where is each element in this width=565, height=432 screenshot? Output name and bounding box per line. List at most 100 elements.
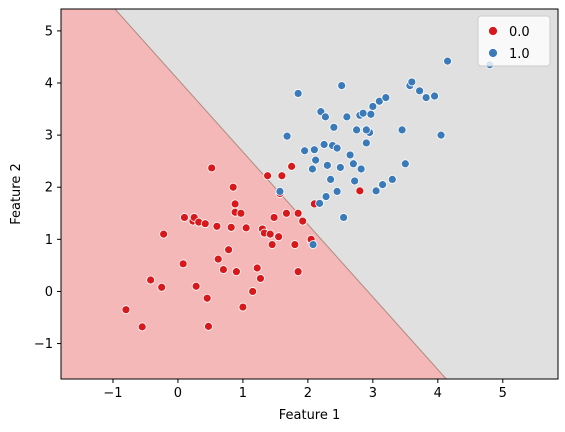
data-point-class-1 <box>326 175 336 184</box>
data-point-class-1 <box>387 175 397 184</box>
y-tick-label: 5 <box>45 24 53 39</box>
x-tick-label: 0 <box>174 386 182 401</box>
data-point-class-1 <box>322 160 332 170</box>
data-point-class-0 <box>248 287 258 296</box>
data-point-class-0 <box>204 321 213 331</box>
legend-label-class-1: 1.0 <box>509 47 530 62</box>
data-point-class-1 <box>368 102 378 111</box>
data-point-class-0 <box>252 263 262 273</box>
y-axis-label: Feature 2 <box>9 163 24 225</box>
data-point-class-0 <box>228 182 238 192</box>
y-tick-label: −1 <box>34 337 53 352</box>
data-point-class-0 <box>230 199 240 209</box>
data-point-class-1 <box>407 77 417 87</box>
data-point-class-1 <box>329 122 339 132</box>
data-point-class-1 <box>342 112 352 122</box>
data-point-class-1 <box>350 176 360 186</box>
plot-frame <box>60 8 559 380</box>
data-point-class-0 <box>212 221 222 231</box>
data-point-class-0 <box>121 305 131 315</box>
y-tick-label: 4 <box>45 77 53 92</box>
data-point-class-0 <box>298 216 308 226</box>
data-point-class-1 <box>356 164 366 174</box>
x-tick-label: −1 <box>103 386 122 401</box>
data-point-class-1 <box>300 146 310 156</box>
data-point-class-0 <box>236 208 246 218</box>
x-tick-label: 4 <box>434 386 442 401</box>
x-tick-label: 1 <box>239 386 247 401</box>
data-point-class-0 <box>224 245 234 255</box>
data-point-class-0 <box>238 302 248 312</box>
data-point-class-1 <box>332 186 342 196</box>
data-point-class-1 <box>374 96 384 106</box>
data-point-class-1 <box>352 125 362 135</box>
data-point-class-0 <box>267 240 277 249</box>
data-point-class-1 <box>361 125 371 135</box>
data-point-class-1 <box>415 86 425 96</box>
data-point-class-1 <box>311 155 321 165</box>
data-point-class-1 <box>309 145 319 155</box>
data-point-class-1 <box>275 186 285 196</box>
data-point-class-0 <box>178 259 188 269</box>
points-layer <box>121 56 495 332</box>
data-point-class-0 <box>191 281 201 291</box>
x-axis-ticks: −1 0 1 2 3 4 5 <box>103 379 507 401</box>
y-tick-label: 0 <box>45 285 53 300</box>
data-point-class-1 <box>421 93 431 102</box>
data-point-class-0 <box>219 265 228 274</box>
data-point-class-0 <box>157 282 167 292</box>
data-point-class-1 <box>397 125 407 135</box>
legend-label-class-0: 0.0 <box>509 25 530 40</box>
y-tick-label: 3 <box>45 129 53 144</box>
data-point-class-0 <box>159 229 169 239</box>
data-point-class-0 <box>263 171 272 181</box>
legend-marker-class-0 <box>488 26 498 36</box>
data-point-class-1 <box>282 131 292 141</box>
x-tick-label: 3 <box>369 386 377 401</box>
y-tick-label: 1 <box>45 233 53 248</box>
data-point-class-0 <box>137 322 147 332</box>
data-point-class-1 <box>315 198 324 208</box>
data-point-class-0 <box>200 219 210 229</box>
data-point-class-0 <box>202 293 212 303</box>
data-point-class-0 <box>293 267 303 277</box>
legend: 0.0 1.0 <box>477 15 551 67</box>
x-axis-label: Feature 1 <box>279 408 341 423</box>
x-tick-label: 5 <box>499 386 507 401</box>
data-point-class-0 <box>269 213 279 222</box>
data-point-class-1 <box>335 163 345 172</box>
data-point-class-1 <box>321 192 331 202</box>
data-point-class-0 <box>226 222 236 232</box>
data-point-class-1 <box>400 159 410 169</box>
data-point-class-0 <box>241 223 251 233</box>
data-point-class-1 <box>308 240 318 249</box>
data-point-class-0 <box>213 254 223 264</box>
data-point-class-1 <box>371 186 381 196</box>
data-point-class-0 <box>256 274 265 283</box>
data-point-class-1 <box>337 81 347 91</box>
data-point-class-1 <box>430 91 439 101</box>
data-point-class-1 <box>361 138 371 148</box>
legend-marker-class-1 <box>488 48 498 58</box>
data-point-class-0 <box>287 161 297 171</box>
data-point-class-1 <box>366 109 376 119</box>
data-point-class-1 <box>332 143 342 153</box>
data-point-class-0 <box>290 240 300 249</box>
data-point-class-1 <box>321 112 330 122</box>
data-point-class-1 <box>381 93 391 102</box>
decision-region-class-0 <box>61 9 447 379</box>
data-point-class-0 <box>274 232 284 242</box>
data-point-class-1 <box>345 150 355 160</box>
data-point-class-0 <box>180 213 189 222</box>
data-point-class-1 <box>293 89 303 98</box>
data-point-class-1 <box>339 213 349 222</box>
data-point-class-0 <box>355 186 365 196</box>
data-point-class-1 <box>443 56 452 66</box>
data-point-class-1 <box>319 140 329 149</box>
data-point-class-0 <box>232 267 241 277</box>
plot-area <box>61 9 558 379</box>
data-point-class-0 <box>277 171 287 181</box>
data-point-class-0 <box>282 208 291 218</box>
data-point-class-1 <box>436 130 446 140</box>
